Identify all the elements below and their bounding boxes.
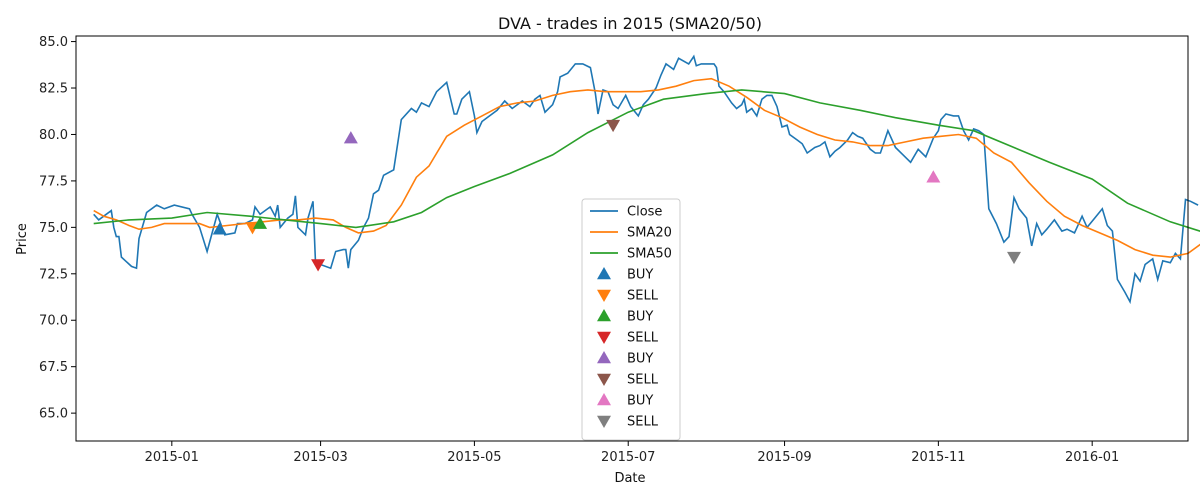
- legend-label: Close: [627, 205, 662, 220]
- series-line-sma50: [93, 89, 1200, 232]
- legend-swatch-buy: [597, 393, 611, 406]
- x-tick-label: 2015-07: [601, 450, 655, 465]
- y-tick-label: 77.5: [39, 174, 68, 189]
- x-axis: 2015-01 2015-03 2015-05 2015-07 2015-09 2015-…: [145, 441, 1119, 465]
- legend-label: BUY: [627, 394, 653, 409]
- series-line-close: [93, 54, 1199, 305]
- series-line-sma20: [93, 77, 1200, 258]
- y-tick-label: 85.0: [39, 35, 68, 50]
- legend-swatch-buy: [597, 267, 611, 280]
- legend-swatch-sell: [597, 331, 611, 344]
- x-tick-label: 2015-11: [911, 450, 965, 465]
- x-tick-label: 2015-05: [447, 450, 501, 465]
- y-tick-label: 70.0: [39, 314, 68, 329]
- marker-sell-4: [311, 259, 326, 272]
- y-axis: 65.0 67.5 70.0 72.5 75.0 77.5 80.0 82.5 85.0: [39, 35, 76, 422]
- legend-swatch-buy: [597, 309, 611, 322]
- y-axis-title: Price: [15, 223, 30, 255]
- y-tick-label: 65.0: [39, 407, 68, 422]
- y-tick-label: 82.5: [39, 82, 68, 97]
- legend-swatch-buy: [597, 351, 611, 364]
- plot-lines: [93, 54, 1200, 305]
- chart-title: DVA - trades in 2015 (SMA20/50): [498, 14, 762, 33]
- plot-frame: [75, 35, 1189, 442]
- legend-label: SELL: [627, 373, 659, 388]
- legend-label: SELL: [627, 289, 659, 304]
- x-tick-label: 2015-01: [145, 450, 199, 465]
- marker-sell-8: [1007, 251, 1022, 265]
- legend-label: SELL: [627, 331, 659, 346]
- legend-label: BUY: [627, 352, 653, 367]
- legend: Close SMA20 SMA50 BUY SELL BUY SELL BUY SELL BUY S…: [581, 198, 681, 441]
- legend-label: BUY: [627, 268, 653, 283]
- legend-label: SELL: [627, 415, 659, 430]
- legend-label: SMA20: [627, 226, 672, 241]
- legend-swatch-sell: [597, 373, 611, 386]
- legend-label: BUY: [627, 310, 653, 325]
- marker-buy-1: [212, 222, 227, 235]
- x-axis-title: Date: [614, 471, 645, 486]
- trade-markers: [212, 119, 1022, 272]
- marker-buy-3: [253, 216, 268, 229]
- x-tick-label: 2015-03: [293, 450, 347, 465]
- y-tick-label: 67.5: [39, 360, 68, 375]
- x-tick-label: 2015-09: [757, 450, 811, 465]
- marker-buy-7: [926, 170, 941, 183]
- y-tick-label: 72.5: [39, 267, 68, 282]
- legend-swatch-sell: [597, 289, 611, 302]
- y-tick-label: 75.0: [39, 221, 68, 236]
- marker-sell-6: [606, 119, 621, 133]
- y-tick-label: 80.0: [39, 128, 68, 143]
- legend-swatch-sell: [597, 415, 611, 428]
- marker-buy-5: [343, 131, 358, 144]
- legend-label: SMA50: [627, 247, 672, 262]
- x-tick-label: 2016-01: [1065, 450, 1119, 465]
